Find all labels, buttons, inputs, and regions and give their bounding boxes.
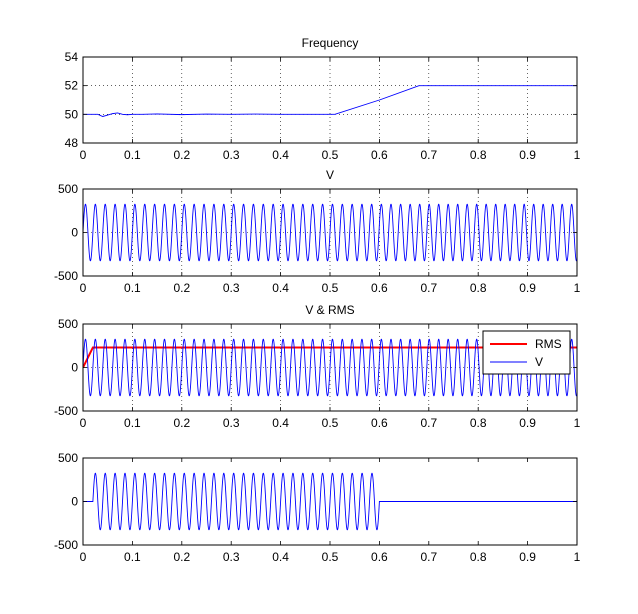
x-tick-label: 0.7 (420, 148, 437, 162)
x-tick-label: 0 (80, 281, 87, 295)
x-tick-label: 0.9 (519, 550, 536, 564)
x-tick-label: 0.4 (272, 281, 289, 295)
x-tick-label: 0 (80, 550, 87, 564)
x-tick-label: 0.6 (371, 281, 388, 295)
series-line-rms (83, 346, 577, 368)
x-tick-label: 0 (80, 416, 87, 430)
y-tick-label: 52 (65, 79, 79, 93)
y-tick-label: 500 (58, 182, 78, 196)
x-tick-label: 0.2 (173, 416, 190, 430)
x-tick-label: 1 (574, 550, 581, 564)
y-tick-label: -500 (54, 269, 78, 283)
y-tick-label: -500 (54, 404, 78, 418)
x-tick-label: 0.8 (470, 281, 487, 295)
y-tick-label: 500 (58, 451, 78, 465)
x-tick-label: 0.8 (470, 416, 487, 430)
x-tick-label: 0.5 (322, 416, 339, 430)
x-tick-label: 0.2 (173, 148, 190, 162)
y-tick-label: 0 (71, 361, 78, 375)
series-line-1 (83, 472, 577, 531)
chart-title: V & RMS (305, 303, 354, 317)
y-tick-label: 500 (58, 317, 78, 331)
x-tick-label: 0.2 (173, 281, 190, 295)
x-tick-label: 0.3 (223, 416, 240, 430)
x-tick-label: 0.4 (272, 416, 289, 430)
x-tick-label: 0.9 (519, 416, 536, 430)
x-tick-label: 1 (574, 148, 581, 162)
x-tick-label: 1 (574, 416, 581, 430)
x-tick-label: 0.5 (322, 148, 339, 162)
chart-title: V (326, 168, 334, 182)
x-tick-label: 0.5 (322, 281, 339, 295)
x-tick-label: 0.9 (519, 281, 536, 295)
y-tick-label: 48 (65, 136, 79, 150)
x-tick-label: 0.7 (420, 416, 437, 430)
chart-1: 0 0.1 0.2 0.3 0.4 0.5 0.6 0.7 0.8 0.9 1 48 50 52 54 Fre… (65, 36, 581, 162)
legend-label-v: V (535, 355, 543, 369)
x-tick-label: 0.2 (173, 550, 190, 564)
x-tick-label: 0.3 (223, 550, 240, 564)
y-tick-label: 54 (65, 50, 79, 64)
x-tick-label: 0 (80, 148, 87, 162)
x-tick-label: 0.8 (470, 148, 487, 162)
x-tick-label: 0.1 (124, 550, 141, 564)
y-tick-label: 50 (65, 107, 79, 121)
x-tick-label: 0.6 (371, 550, 388, 564)
y-tick-label: 0 (71, 226, 78, 240)
series-line-1 (83, 85, 577, 117)
x-tick-label: 0.1 (124, 148, 141, 162)
legend-label-rms: RMS (535, 337, 562, 351)
x-tick-label: 0.4 (272, 148, 289, 162)
chart-title: Frequency (302, 36, 359, 50)
x-tick-label: 0.4 (272, 550, 289, 564)
x-tick-label: 0.7 (420, 281, 437, 295)
series-line-1 (83, 203, 577, 262)
axes-background (83, 57, 577, 143)
x-tick-label: 0.1 (124, 281, 141, 295)
x-tick-label: 1 (574, 281, 581, 295)
legend-box (482, 330, 571, 375)
x-tick-label: 0.3 (223, 281, 240, 295)
y-tick-label: -500 (54, 538, 78, 552)
x-tick-label: 0.6 (371, 416, 388, 430)
x-tick-label: 0.1 (124, 416, 141, 430)
x-tick-label: 0.5 (322, 550, 339, 564)
x-tick-label: 0.3 (223, 148, 240, 162)
x-tick-label: 0.9 (519, 148, 536, 162)
y-tick-label: 0 (71, 495, 78, 509)
x-tick-label: 0.7 (420, 550, 437, 564)
x-tick-label: 0.8 (470, 550, 487, 564)
x-tick-label: 0.6 (371, 148, 388, 162)
